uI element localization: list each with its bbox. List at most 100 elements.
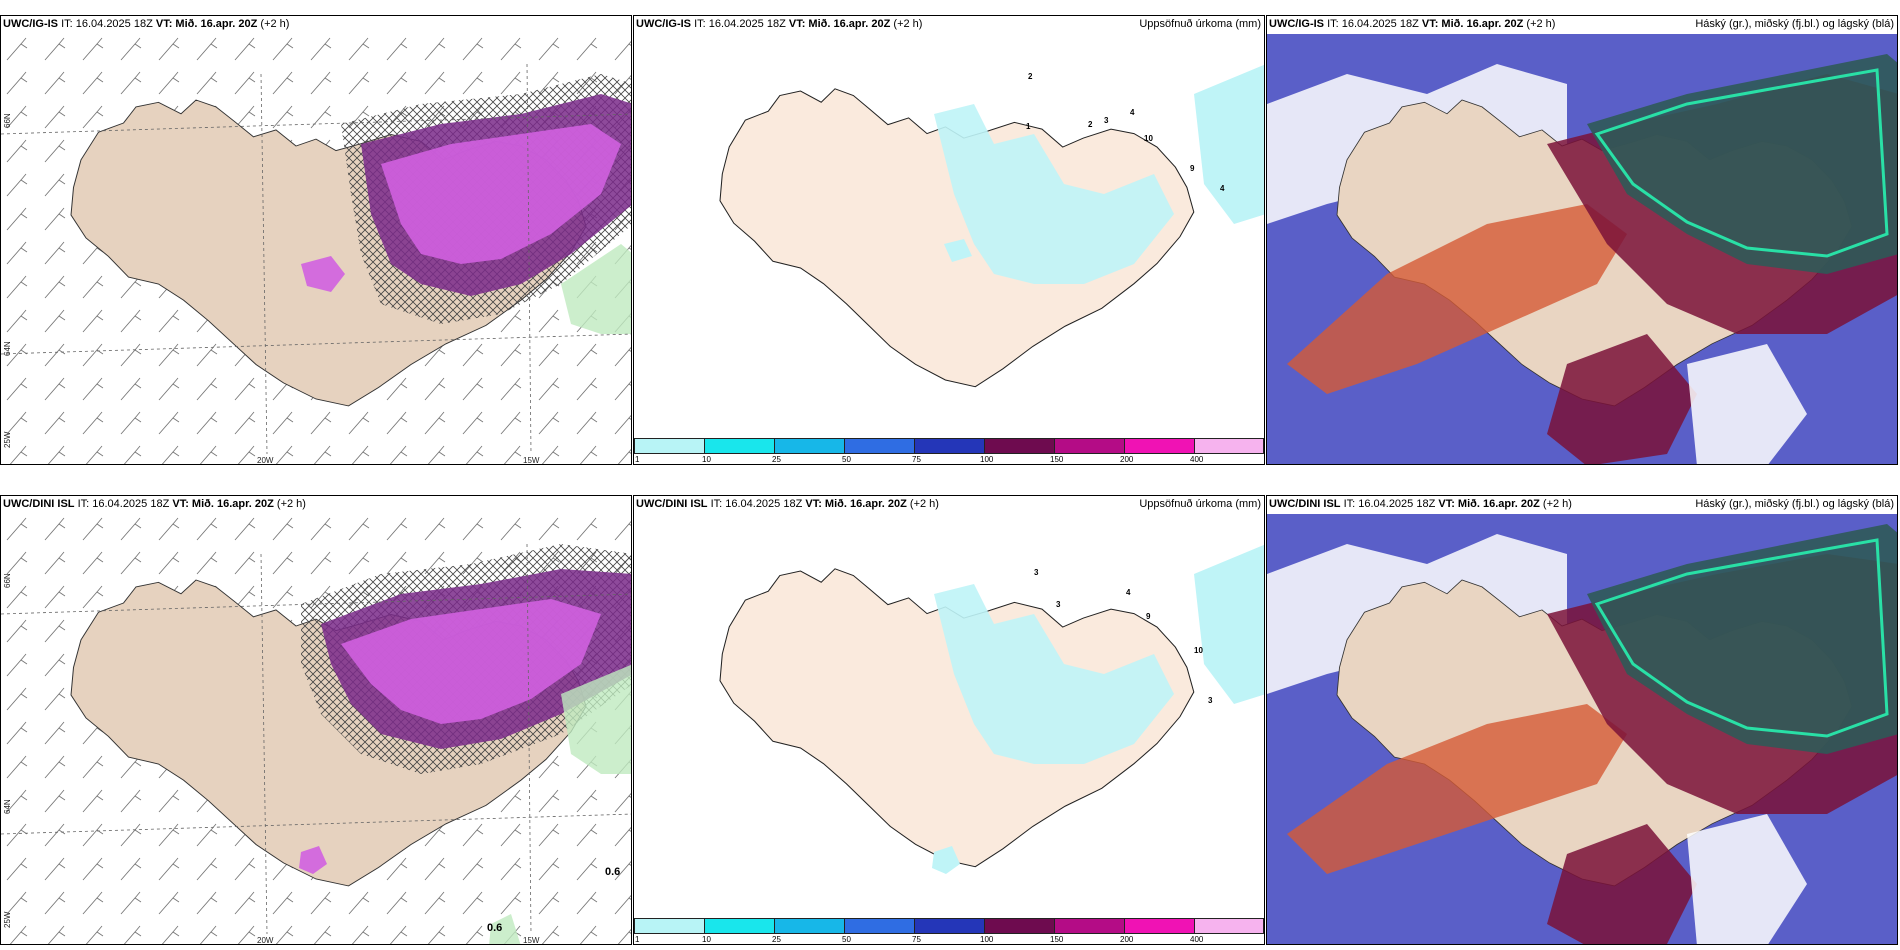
model-name: UWC/DINI ISL <box>3 498 75 510</box>
precip-value-label: 9 <box>1190 164 1195 173</box>
colorbar-tick: 150 <box>1050 455 1064 464</box>
colorbar-tick: 75 <box>912 455 921 464</box>
init-time: IT: 16.04.2025 18Z <box>694 18 786 30</box>
precip-map <box>719 544 1264 874</box>
colorbar-tick: 50 <box>842 935 851 944</box>
lat-label-66n: 66N <box>3 573 12 588</box>
colorbar-tick: 10 <box>702 455 711 464</box>
lat-label-64n: 64N <box>3 799 12 814</box>
panel-clouds-top: UWC/IG-IS IT: 16.04.2025 18Z VT: Mið. 16… <box>1266 15 1898 465</box>
valid-label: VT: <box>805 498 822 510</box>
colorbar-swatch <box>634 438 705 454</box>
panel-precip-top: UWC/IG-IS IT: 16.04.2025 18Z VT: Mið. 16… <box>633 15 1265 465</box>
precip-value-label: 4 <box>1130 108 1135 117</box>
colorbar-tick: 100 <box>980 935 994 944</box>
lon-label-25w: 25W <box>3 431 12 448</box>
valid-time: Mið. 16.apr. 20Z <box>1457 498 1540 510</box>
colorbar-tick: 200 <box>1120 455 1134 464</box>
colorbar-tick: 150 <box>1050 935 1064 944</box>
lon-label-20w: 20W <box>257 936 274 945</box>
valid-label: VT: <box>788 18 806 30</box>
colorbar-tick: 400 <box>1190 455 1204 464</box>
panel-header: UWC/DINI ISL IT: 16.04.2025 18Z VT: Mið.… <box>1267 498 1897 514</box>
panel-header: UWC/IG-IS IT: 16.04.2025 18Z VT: Mið. 16… <box>1267 18 1897 34</box>
valid-label: VT: <box>1421 18 1439 30</box>
precip-value-label: 2 <box>1028 72 1033 81</box>
panel-wind-precip-bottom: UWC/DINI ISL IT: 16.04.2025 18Z VT: Mið.… <box>0 495 632 945</box>
cloud-title: Háský (gr.), miðský (fj.bl.) og lágský (… <box>1695 18 1894 30</box>
panel-precip-bottom: UWC/DINI ISL IT: 16.04.2025 18Z VT: Mið.… <box>633 495 1265 945</box>
colorbar-swatch <box>774 438 845 454</box>
model-name: UWC/IG-IS <box>3 18 58 30</box>
lead-time: (+2 h) <box>909 498 939 510</box>
precip-value-label: 1 <box>1026 122 1031 131</box>
precip-value-label: 3 <box>1104 116 1109 125</box>
colorbar-swatch <box>1054 438 1125 454</box>
colorbar: 1 10 25 50 75 100 150 200 400 <box>634 438 1264 464</box>
lead-time: (+2 h) <box>893 18 923 30</box>
colorbar-swatch <box>844 918 915 934</box>
colorbar-tick: 10 <box>702 935 711 944</box>
cloud-map <box>1267 34 1897 464</box>
colorbar-tick: 1 <box>635 935 640 944</box>
colorbar-swatch <box>914 918 985 934</box>
colorbar-swatch <box>704 438 775 454</box>
lat-label-66n: 66N <box>3 113 12 128</box>
colorbar: 1 10 25 50 75 100 150 200 400 <box>634 918 1264 944</box>
colorbar-tick: 75 <box>912 935 921 944</box>
colorbar-swatch <box>914 438 985 454</box>
init-time: IT: 16.04.2025 18Z <box>61 18 153 30</box>
colorbar-swatch <box>1054 918 1125 934</box>
colorbar-tick: 1 <box>635 455 640 464</box>
cloud-title: Háský (gr.), miðský (fj.bl.) og lágský (… <box>1695 498 1894 510</box>
precip-value-label: 3 <box>1208 696 1213 705</box>
lead-time: (+2 h) <box>1526 18 1556 30</box>
colorbar-swatch <box>704 918 775 934</box>
colorbar-swatch <box>1194 918 1264 934</box>
valid-time: Mið. 16.apr. 20Z <box>1441 18 1524 30</box>
colorbar-swatch <box>1194 438 1264 454</box>
lead-time: (+2 h) <box>260 18 290 30</box>
init-time: IT: 16.04.2025 18Z <box>77 498 170 510</box>
valid-time: Mið. 16.apr. 20Z <box>191 498 274 510</box>
colorbar-tick: 400 <box>1190 935 1204 944</box>
valid-time: Mið. 16.apr. 20Z <box>824 498 907 510</box>
panel-header: UWC/IG-IS IT: 16.04.2025 18Z VT: Mið. 16… <box>1 18 631 34</box>
precip-title: Uppsöfnuð úrkoma (mm) <box>1139 498 1261 510</box>
precip-value-label: 3 <box>1034 568 1039 577</box>
panel-clouds-bottom: UWC/DINI ISL IT: 16.04.2025 18Z VT: Mið.… <box>1266 495 1898 945</box>
precip-title: Uppsöfnuð úrkoma (mm) <box>1139 18 1261 30</box>
colorbar-tick: 200 <box>1120 935 1134 944</box>
init-time: IT: 16.04.2025 18Z <box>1343 498 1436 510</box>
valid-label: VT: <box>155 18 173 30</box>
model-name: UWC/DINI ISL <box>1269 498 1341 510</box>
init-time: IT: 16.04.2025 18Z <box>710 498 803 510</box>
model-name: UWC/IG-IS <box>1269 18 1324 30</box>
precip-value-label: 10 <box>1194 646 1203 655</box>
lead-time: (+2 h) <box>1542 498 1572 510</box>
value-label: 0.6 <box>487 922 503 934</box>
colorbar-swatch <box>1124 918 1195 934</box>
lat-label-64n: 64N <box>3 341 12 356</box>
valid-time: Mið. 16.apr. 20Z <box>175 18 258 30</box>
precip-value-label: 3 <box>1056 600 1061 609</box>
precip-value-label: 4 <box>1220 184 1225 193</box>
precip-value-label: 10 <box>1144 134 1153 143</box>
wind-precip-map <box>1 514 631 944</box>
valid-label: VT: <box>1438 498 1455 510</box>
precip-value-label: 9 <box>1146 612 1151 621</box>
value-label: 0.6 <box>605 866 621 878</box>
panel-header: UWC/DINI ISL IT: 16.04.2025 18Z VT: Mið.… <box>1 498 631 514</box>
colorbar-swatch <box>844 438 915 454</box>
colorbar-tick: 25 <box>772 455 781 464</box>
colorbar-swatch <box>984 918 1055 934</box>
cloud-map <box>1267 514 1897 944</box>
valid-label: VT: <box>172 498 189 510</box>
colorbar-swatch <box>634 918 705 934</box>
lon-label-25w: 25W <box>3 911 12 928</box>
colorbar-tick: 25 <box>772 935 781 944</box>
panel-header: UWC/IG-IS IT: 16.04.2025 18Z VT: Mið. 16… <box>634 18 1264 34</box>
lead-time: (+2 h) <box>276 498 306 510</box>
init-time: IT: 16.04.2025 18Z <box>1327 18 1419 30</box>
model-name: UWC/IG-IS <box>636 18 691 30</box>
